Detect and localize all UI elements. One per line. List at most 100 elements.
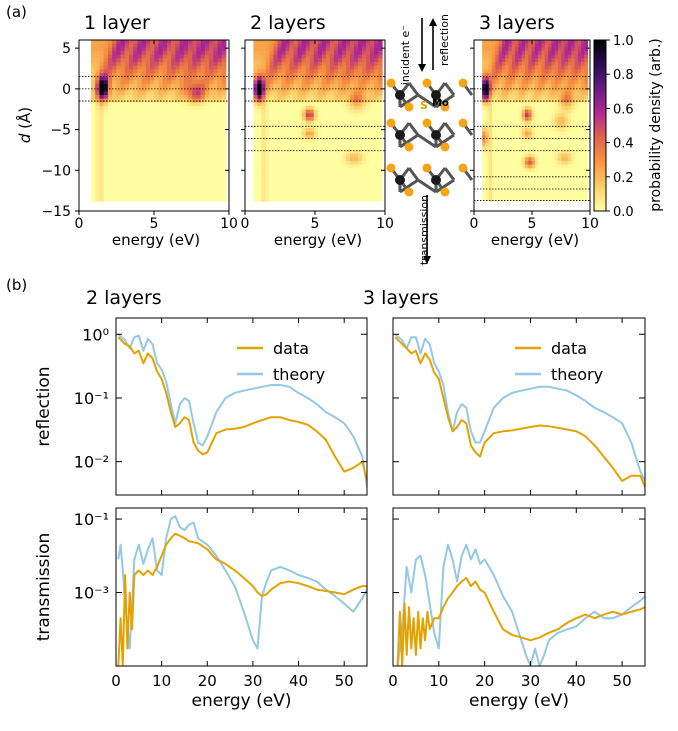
heatmap-cell <box>534 182 539 187</box>
heatmap-cell <box>584 50 589 56</box>
heatmap-cell <box>567 179 572 184</box>
heatmap-cell <box>574 87 579 92</box>
heatmap-cell <box>309 168 315 173</box>
heatmap-cell <box>492 146 496 151</box>
heatmap-cell <box>277 124 282 129</box>
heatmap-cell <box>492 168 496 173</box>
heatmap-cell <box>531 69 536 74</box>
heatmap-cell <box>366 40 371 45</box>
heatmap-cell <box>581 193 585 198</box>
heatmap-cell <box>221 113 227 118</box>
heatmap-cell <box>531 171 536 176</box>
heatmap-cell <box>261 171 266 176</box>
heatmap-cell <box>128 87 134 92</box>
heatmap-cell <box>120 94 126 100</box>
heatmap-cell <box>145 120 151 125</box>
heatmap-cell <box>116 175 121 180</box>
heatmap-cell <box>492 179 496 184</box>
heatmap-cell <box>257 94 262 100</box>
heatmap-cell <box>188 109 193 114</box>
heatmap-cell <box>95 72 100 78</box>
heatmap-cell <box>120 98 126 103</box>
heatmap-cell <box>345 197 351 202</box>
heatmap-cell <box>183 138 189 143</box>
heatmap-cell <box>265 124 270 129</box>
heatmap-cell <box>534 186 539 191</box>
heatmap-cell <box>103 186 109 191</box>
heatmap-cell <box>567 138 572 143</box>
heatmap-cell <box>551 83 556 89</box>
heatmap-cell <box>293 186 299 191</box>
heatmap-cell <box>341 116 347 122</box>
heatmap-cell <box>217 69 223 74</box>
heatmap-cell <box>374 149 379 154</box>
heatmap-cell <box>551 69 556 74</box>
heatmap-cell <box>154 91 159 96</box>
heatmap-cell <box>154 61 159 67</box>
heatmap-cell <box>354 43 359 48</box>
heatmap-cell <box>495 120 500 125</box>
heatmap-cell <box>333 175 339 180</box>
heatmap-ylabel: d (Å) <box>15 107 34 143</box>
heatmap-cell <box>183 87 189 92</box>
heatmap-cell <box>116 102 121 107</box>
heatmap-cell <box>128 72 134 78</box>
heatmap-cell <box>200 186 206 191</box>
heatmap-cell <box>557 47 562 52</box>
heatmap-cell <box>544 87 549 92</box>
heatmap-cell <box>511 76 516 81</box>
heatmap-cell <box>370 190 375 195</box>
heatmap-cell <box>511 157 516 162</box>
heatmap-cell <box>321 87 327 92</box>
heatmap-cell <box>525 80 529 85</box>
heatmap-cell <box>525 197 529 202</box>
heatmap-cell <box>574 127 579 132</box>
heatmap-cell <box>269 40 274 45</box>
heatmap-cell <box>561 83 565 89</box>
heatmap-cell <box>107 142 113 147</box>
heatmap-cell <box>551 120 556 125</box>
heatmap-cell <box>317 47 323 52</box>
heatmap-cell <box>554 105 559 111</box>
heatmap-cell <box>354 153 359 158</box>
heatmap-cell <box>561 91 565 96</box>
heatmap-cell <box>567 182 572 187</box>
heatmap-cell <box>91 168 96 173</box>
heatmap-cell <box>196 69 202 74</box>
heatmap-cell <box>548 116 552 122</box>
heatmap-cell <box>521 171 526 176</box>
heatmap-cell <box>281 182 286 187</box>
heatmap-cell <box>166 69 172 74</box>
heatmap-cell <box>141 138 147 143</box>
heatmap-cell <box>567 127 572 132</box>
heatmap-cell <box>508 102 513 107</box>
heatmap-cell <box>337 113 343 118</box>
heatmap-cell <box>498 171 503 176</box>
heatmap-cell <box>261 116 266 122</box>
heatmap-cell <box>128 179 134 184</box>
heatmap-cell <box>557 120 562 125</box>
heatmap-cell <box>145 61 151 67</box>
heatmap-cell <box>95 124 100 129</box>
heatmap-cell <box>162 98 168 103</box>
heatmap-cell <box>551 94 556 100</box>
heatmap-cell <box>567 43 572 48</box>
heatmap-cell <box>531 113 536 118</box>
heatmap-cell <box>564 124 569 129</box>
panel-label-b: (b) <box>6 276 27 294</box>
heatmap-cell <box>107 69 113 74</box>
heatmap-cell <box>482 72 486 78</box>
heatmap-cell <box>183 168 189 173</box>
heatmap-cell <box>141 182 147 187</box>
heatmap-cell <box>577 72 582 78</box>
heatmap-cell <box>531 164 536 169</box>
heatmap-cell <box>261 43 266 48</box>
heatmap-cell <box>124 146 130 151</box>
heatmap-cell <box>492 87 496 92</box>
heatmap-cell <box>221 80 227 85</box>
heatmap-cell <box>362 87 367 92</box>
heatmap-cell <box>200 76 206 81</box>
heatmap-cell <box>374 113 379 118</box>
heatmap-cell <box>501 153 506 158</box>
heatmap-cell <box>124 186 130 191</box>
